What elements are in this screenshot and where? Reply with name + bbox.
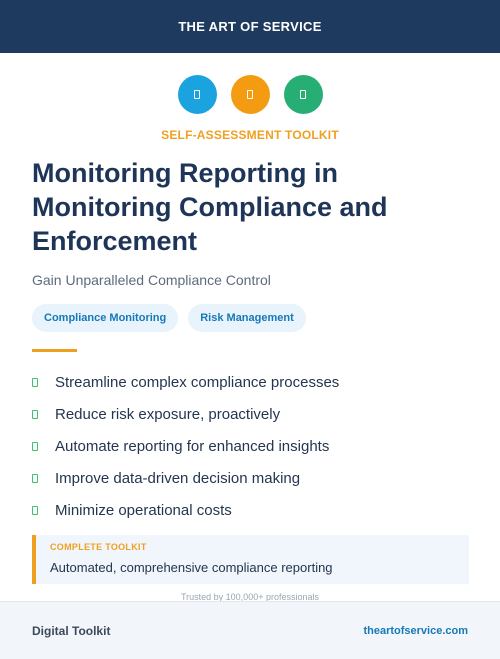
- toolkit-callout: COMPLETE TOOLKIT Automated, comprehensiv…: [32, 535, 469, 584]
- benefit-text: Minimize operational costs: [55, 501, 232, 519]
- footer-bar: Digital Toolkit theartofservice.com: [0, 601, 500, 659]
- green-badge-icon: [283, 75, 323, 114]
- blue-badge-icon: [177, 75, 217, 114]
- check-icon: [32, 409, 38, 419]
- benefit-list: Streamline complex compliance processes …: [32, 366, 339, 526]
- orange-badge-icon: [230, 75, 270, 114]
- tag-compliance-monitoring[interactable]: Compliance Monitoring: [32, 304, 179, 332]
- tag-risk-management[interactable]: Risk Management: [188, 304, 306, 332]
- check-icon: [32, 505, 38, 515]
- benefit-item: Streamline complex compliance processes: [32, 366, 339, 398]
- check-icon: [32, 473, 38, 483]
- header-bar: THE ART OF SERVICE: [0, 0, 500, 53]
- benefit-item: Improve data-driven decision making: [32, 462, 339, 494]
- callout-text: Automated, comprehensive compliance repo…: [50, 560, 333, 575]
- benefit-text: Reduce risk exposure, proactively: [55, 405, 281, 423]
- benefit-item: Minimize operational costs: [32, 494, 339, 526]
- benefit-text: Streamline complex compliance processes: [55, 373, 340, 391]
- trust-note: Trusted by 100,000+ professionals: [180, 592, 319, 602]
- icon-row: [0, 75, 500, 114]
- tag-list: Compliance Monitoring Risk Management: [32, 304, 306, 332]
- subtitle: Gain Unparalleled Compliance Control: [32, 272, 271, 288]
- benefit-text: Automate reporting for enhanced insights: [55, 437, 330, 455]
- footer-label: Digital Toolkit: [32, 623, 111, 638]
- benefit-item: Automate reporting for enhanced insights: [32, 430, 339, 462]
- toolkit-kicker: SELF-ASSESSMENT TOOLKIT: [161, 128, 339, 142]
- website-link[interactable]: theartofservice.com: [363, 624, 468, 637]
- benefit-item: Reduce risk exposure, proactively: [32, 398, 339, 430]
- callout-label: COMPLETE TOOLKIT: [50, 542, 147, 552]
- check-icon: [32, 441, 38, 451]
- brand-name: THE ART OF SERVICE: [178, 19, 322, 34]
- benefit-text: Improve data-driven decision making: [55, 469, 301, 487]
- check-icon: [32, 377, 38, 387]
- accent-divider: [32, 349, 77, 352]
- page-title: Monitoring Reporting in Monitoring Compl…: [32, 158, 388, 256]
